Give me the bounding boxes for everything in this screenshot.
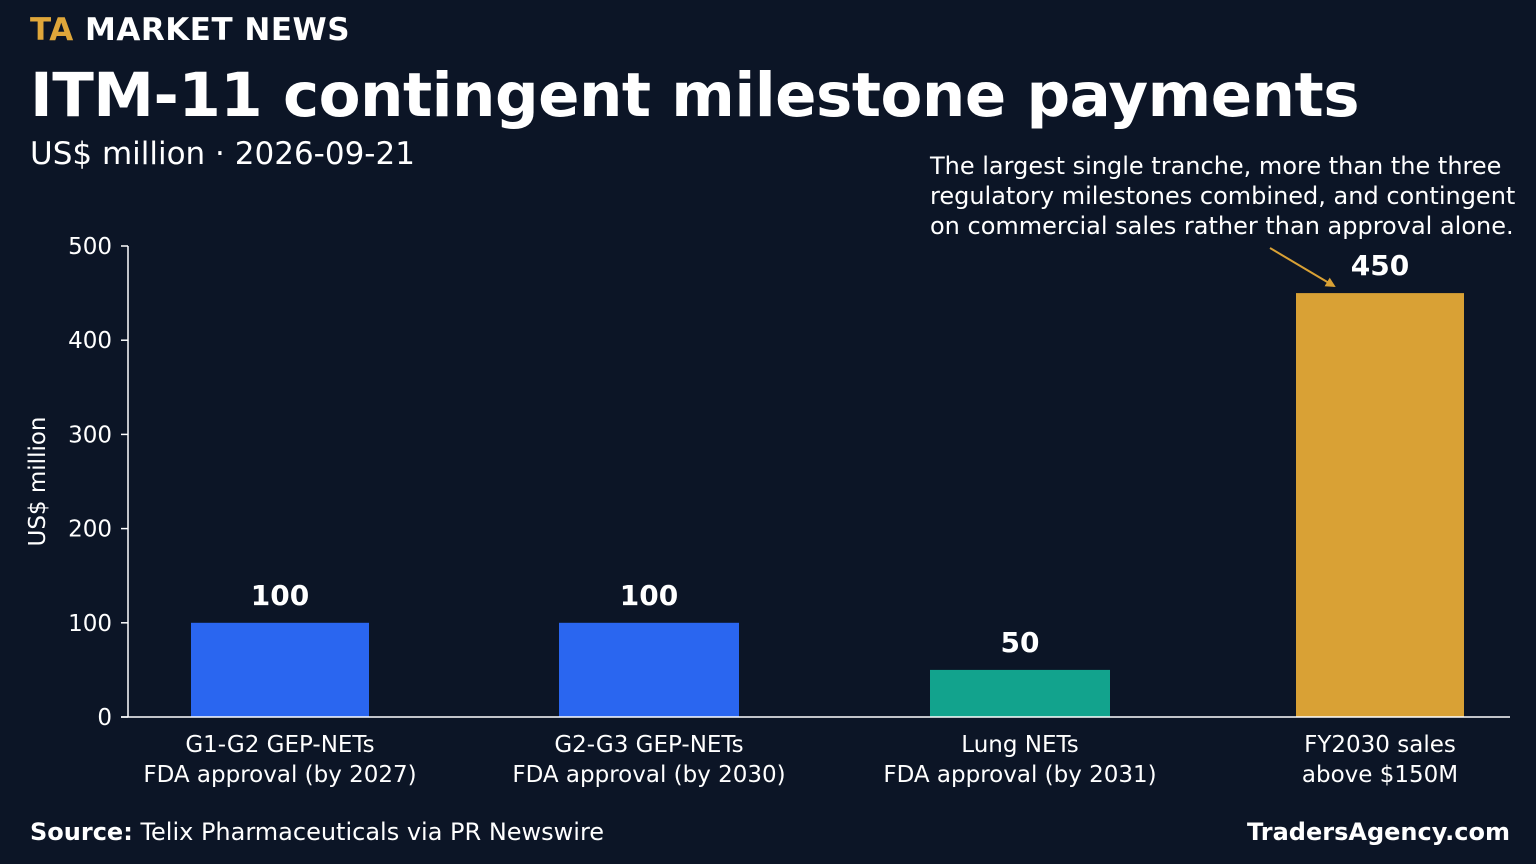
x-tick-label: FDA approval (by 2031)	[883, 762, 1156, 788]
bar-value-label: 100	[251, 579, 309, 612]
annotation-line: The largest single tranche, more than th…	[930, 152, 1502, 180]
bar	[930, 669, 1110, 717]
site-credit: TradersAgency.com	[1247, 818, 1510, 846]
x-tick-label: FDA approval (by 2027)	[143, 762, 416, 788]
brand-name: MARKET NEWS	[85, 12, 351, 48]
bar	[559, 622, 739, 717]
y-tick-label: 300	[68, 422, 112, 448]
bar-value-label: 450	[1351, 249, 1409, 282]
x-tick-label: Lung NETs	[961, 732, 1078, 758]
y-axis-title: US$ million	[25, 417, 51, 547]
chart-annotation: The largest single tranche, more than th…	[930, 151, 1520, 241]
source-text: Telix Pharmaceuticals via PR Newswire	[140, 818, 605, 846]
source-credit: Source: Telix Pharmaceuticals via PR New…	[30, 818, 604, 846]
bar-value-label: 100	[620, 579, 678, 612]
brand-prefix: TA	[30, 12, 74, 48]
chart-title: ITM-11 contingent milestone payments	[30, 60, 1360, 131]
annotation-line: on commercial sales rather than approval…	[930, 212, 1514, 240]
x-tick-label: FDA approval (by 2030)	[512, 762, 785, 788]
y-tick-label: 200	[68, 517, 112, 543]
brand-header: TA MARKET NEWS	[30, 12, 350, 48]
y-tick-label: 500	[68, 234, 112, 260]
x-tick-label: FY2030 sales	[1304, 732, 1456, 758]
y-tick-label: 0	[97, 705, 112, 731]
source-label: Source:	[30, 818, 133, 846]
y-tick-label: 100	[68, 611, 112, 637]
chart-subtitle: US$ million · 2026-09-21	[30, 136, 415, 172]
x-tick-label: above $150M	[1302, 762, 1458, 788]
annotation-line: regulatory milestones combined, and cont…	[930, 182, 1516, 210]
bar-value-label: 50	[1001, 626, 1040, 659]
bar	[1296, 293, 1464, 717]
annotation-arrow	[1269, 247, 1336, 288]
bar	[191, 622, 369, 717]
x-tick-label: G1-G2 GEP-NETs	[185, 732, 374, 758]
x-tick-label: G2-G3 GEP-NETs	[554, 732, 743, 758]
y-tick-label: 400	[68, 328, 112, 354]
